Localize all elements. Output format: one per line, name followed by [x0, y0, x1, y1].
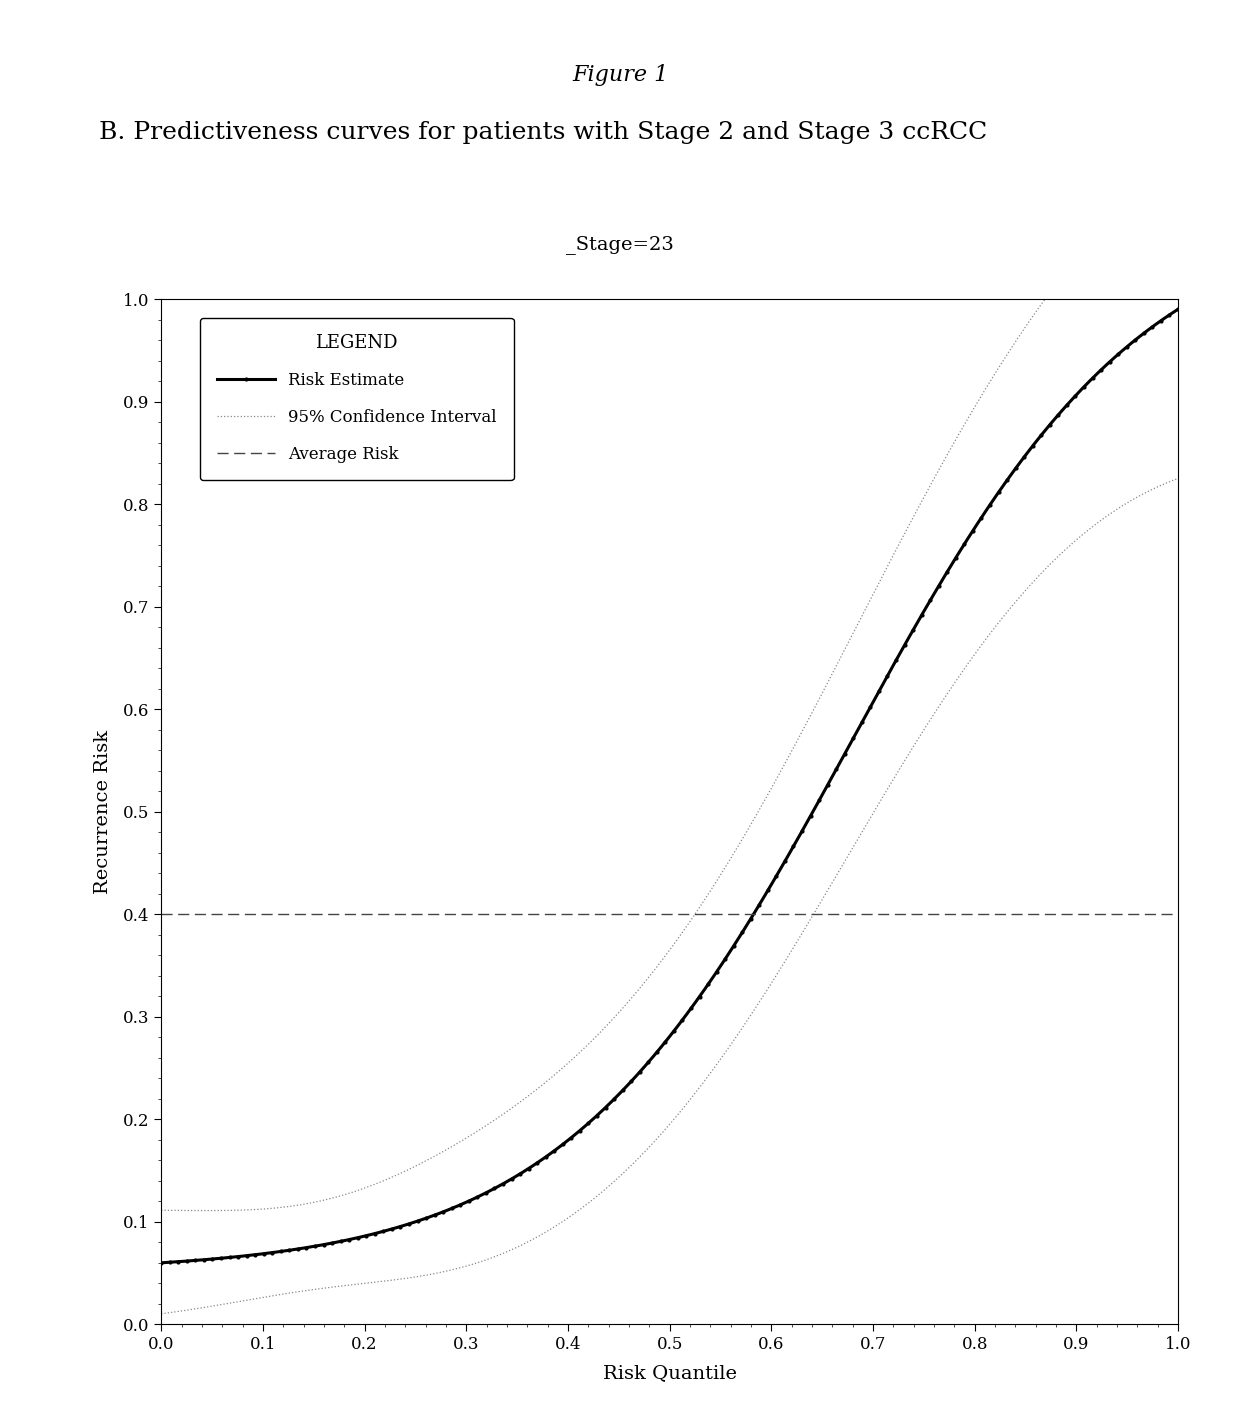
- Text: Figure 1: Figure 1: [572, 64, 668, 85]
- Text: B. Predictiveness curves for patients with Stage 2 and Stage 3 ccRCC: B. Predictiveness curves for patients wi…: [99, 121, 987, 144]
- Text: _Stage=23: _Stage=23: [567, 235, 673, 253]
- X-axis label: Risk Quantile: Risk Quantile: [603, 1364, 737, 1383]
- Y-axis label: Recurrence Risk: Recurrence Risk: [94, 729, 112, 894]
- Legend: Risk Estimate, 95% Confidence Interval, Average Risk: Risk Estimate, 95% Confidence Interval, …: [200, 318, 513, 480]
